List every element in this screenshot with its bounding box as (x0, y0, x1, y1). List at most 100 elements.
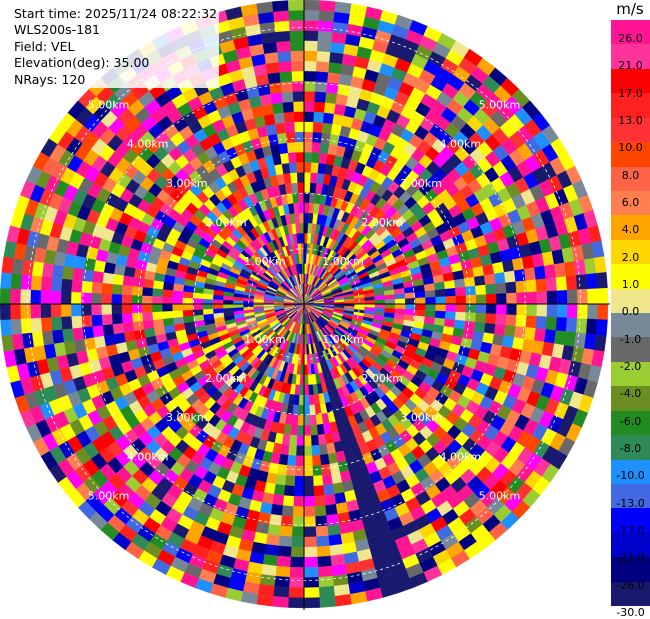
ppi-gate (272, 102, 285, 115)
ppi-gate (483, 322, 496, 335)
ppi-gate (275, 122, 287, 135)
ppi-gate (111, 293, 123, 305)
ppi-gate (296, 425, 305, 436)
ppi-gate (323, 102, 336, 115)
site-name: WLS200s-181 (14, 22, 100, 38)
ppi-gate (265, 123, 278, 136)
ppi-gate (297, 415, 305, 426)
ppi-gate (463, 276, 476, 288)
ppi-gate (308, 384, 314, 396)
ppi-gate (535, 316, 548, 330)
ppi-gate (465, 294, 477, 305)
ppi-gate (322, 112, 335, 125)
ppi-gate (309, 414, 317, 426)
ppi-gate (320, 132, 332, 145)
ppi-gate (325, 92, 338, 104)
ppi-gate (303, 556, 318, 568)
ppi-gate (303, 475, 314, 487)
ppi-gate (414, 291, 426, 299)
ppi-gate (303, 384, 309, 396)
ppi-gate (465, 285, 477, 296)
ppi-gate (50, 290, 62, 305)
colorbar-tick: 0.0 (621, 305, 640, 319)
ppi-gate (303, 394, 310, 406)
ppi-gate (493, 272, 506, 285)
ppi-gate (202, 298, 214, 305)
ppi-gate (303, 111, 315, 123)
ppi-gate (283, 111, 295, 123)
ppi-gate (222, 303, 234, 309)
ppi-gate (425, 303, 436, 312)
colorbar-tick: -26.0 (616, 578, 645, 592)
ppi-gate (289, 162, 298, 174)
ppi-gate (303, 425, 312, 436)
ppi-gate (275, 473, 287, 486)
ppi-gate (172, 290, 184, 298)
ppi-gate (311, 444, 321, 456)
ppi-gate (303, 516, 316, 528)
ppi-gate (374, 299, 386, 305)
ppi-gate (312, 475, 324, 487)
ppi-gate (298, 394, 305, 406)
ppi-gate (288, 577, 305, 588)
ppi-gate (316, 60, 330, 73)
ppi-gate (281, 91, 294, 103)
ppi-gate (475, 312, 487, 324)
ppi-gate (31, 261, 44, 277)
ppi-gate (295, 151, 305, 163)
ppi-gate (293, 202, 300, 214)
ppi-gate (290, 556, 305, 568)
ppi-gate (273, 483, 286, 496)
ppi-gate (394, 303, 406, 310)
ppi-gate (286, 141, 297, 153)
ppi-gate (434, 310, 446, 319)
ppi-gate (495, 282, 507, 295)
ppi-gate (475, 294, 487, 305)
ring-label: 4.00km (440, 138, 482, 151)
ppi-gate (132, 320, 145, 332)
ppi-gate (303, 597, 321, 609)
ppi-plot: 1.00km 1.00km 1.00km 1.00km 2.00km 2.00km 2.00… (0, 0, 610, 610)
ppi-gate (9, 303, 21, 320)
ppi-gate (291, 60, 305, 72)
ppi-gate (298, 405, 305, 416)
ppi-gate (575, 318, 588, 334)
ppi-gate (526, 303, 538, 317)
ppi-gate (259, 574, 276, 587)
ppi-gate (303, 91, 316, 102)
ppi-gate (293, 485, 305, 497)
ppi-gate (318, 10, 335, 22)
ppi-gate (122, 321, 135, 333)
ppi-gate (445, 303, 457, 313)
ppi-gate (103, 333, 116, 347)
ppi-gate (586, 318, 598, 335)
ppi-gate (182, 309, 194, 317)
ppi-gate (141, 286, 153, 297)
ppi-gate (544, 329, 557, 344)
ppi-gate (303, 485, 315, 497)
ppi-gate (321, 473, 333, 486)
ppi-gate (334, 1, 352, 14)
ppi-gate (597, 287, 609, 305)
ring-label: 1.00km (244, 255, 286, 268)
ppi-gate (565, 317, 578, 333)
ppi-gate (303, 202, 310, 214)
ppi-gate (374, 303, 386, 309)
ppi-gate (303, 182, 311, 193)
ppi-gate (423, 283, 436, 292)
ppi-gate (303, 222, 309, 234)
ppi-gate (30, 303, 42, 319)
ppi-gate (465, 312, 477, 323)
ppi-gate (20, 274, 33, 290)
ppi-gate (434, 289, 446, 298)
ppi-gate (112, 273, 125, 286)
ppi-gate (303, 364, 308, 376)
ppi-gate (586, 273, 598, 290)
ppi-gate (495, 313, 507, 326)
ppi-gate (587, 303, 599, 320)
ppi-gate (504, 270, 516, 283)
ppi-gate (273, 10, 290, 22)
ppi-gate (303, 172, 312, 183)
ppi-gate (152, 287, 164, 297)
ppi-gate (435, 296, 447, 305)
